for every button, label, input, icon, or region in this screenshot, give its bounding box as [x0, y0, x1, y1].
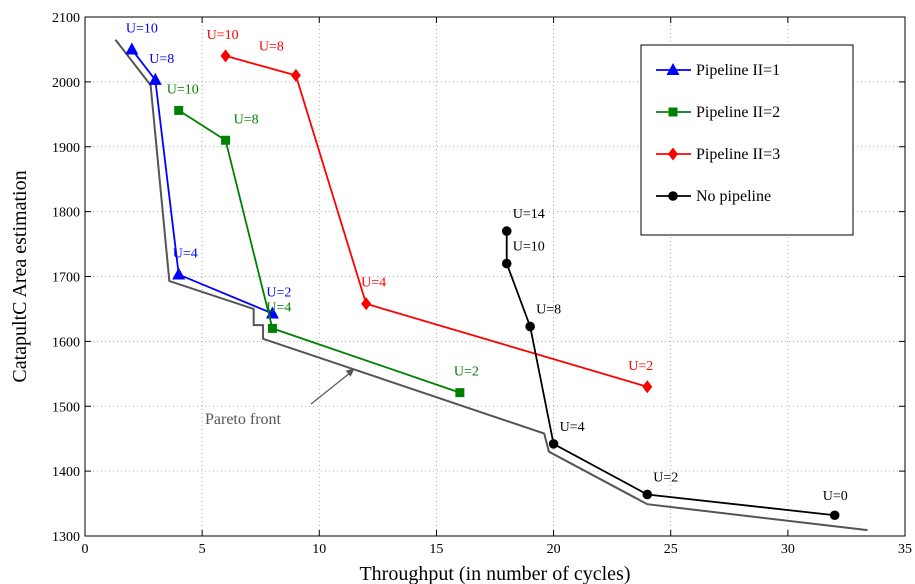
- legend-marker: [666, 63, 680, 75]
- pareto-front: [114, 39, 868, 532]
- legend-label: Pipeline II=2: [696, 104, 780, 121]
- point-label: U=4: [266, 300, 291, 315]
- y-tick-label: 1700: [52, 271, 80, 286]
- data-point: [642, 380, 653, 394]
- series-group: U=10U=8U=4U=2U=10U=8U=4U=2U=10U=8U=4U=2U…: [125, 21, 848, 521]
- y-tick-label: 1900: [52, 141, 80, 156]
- point-label: U=4: [173, 247, 198, 262]
- series-pipeline-ii-3-line: [225, 55, 648, 388]
- data-point: [267, 323, 277, 333]
- y-tick-label: 1600: [52, 335, 80, 350]
- y-tick-label: 2000: [52, 76, 80, 91]
- y-axis-title: CatapultC Area estimation: [9, 170, 31, 382]
- y-tick-label: 1300: [52, 530, 80, 545]
- data-point: [548, 439, 559, 449]
- point-label: U=10: [207, 28, 239, 43]
- data-point: [642, 489, 653, 500]
- series-pipeline-ii-1-line: [131, 48, 273, 315]
- axis-ticks: 0 5 10 15 20 25 30 35 1300 1400 1500 1600 1700 1800 19…: [52, 11, 912, 557]
- legend-marker: [668, 191, 678, 201]
- pareto-front-line: [114, 39, 868, 532]
- point-label: U=4: [361, 276, 386, 291]
- series-no-pipeline: U=14 U=10 U=8 U=4 U=2 U=0: [501, 207, 848, 521]
- data-point: [455, 388, 465, 398]
- point-label: U=2: [454, 365, 479, 380]
- data-point: [172, 267, 186, 280]
- point-label: U=0: [823, 489, 848, 504]
- legend-label: No pipeline: [696, 188, 771, 205]
- point-label: U=4: [560, 420, 585, 435]
- point-label: U=10: [167, 82, 199, 97]
- point-label: U=8: [259, 39, 284, 54]
- point-label: U=2: [266, 285, 291, 300]
- plot-frame: [84, 16, 906, 537]
- point-label: U=8: [149, 52, 174, 67]
- data-point: [220, 49, 231, 63]
- x-axis-title: Throughput (in number of cycles): [359, 563, 630, 584]
- point-label: U=2: [628, 359, 653, 374]
- legend: Pipeline II=1 Pipeline II=2 Pipeline II=3 N…: [640, 44, 854, 236]
- series-pipeline-ii-2: U=10U=8U=4U=2: [167, 82, 479, 398]
- legend-marker: [668, 147, 678, 161]
- series-pipeline-ii-3: U=10U=8U=4U=2: [207, 28, 653, 394]
- point-label: U=14: [513, 207, 545, 222]
- legend-label: Pipeline II=3: [696, 146, 780, 163]
- pareto-front-label: Pareto front: [205, 411, 282, 428]
- x-tick-label: 0: [82, 542, 89, 557]
- x-tick-label: 30: [781, 542, 795, 557]
- pareto-arrowhead: [345, 368, 355, 377]
- legend-label: Pipeline II=1: [696, 62, 780, 79]
- point-label: U=8: [234, 112, 259, 127]
- data-point: [829, 510, 840, 521]
- x-tick-label: 20: [547, 542, 561, 557]
- data-point: [174, 105, 184, 115]
- y-tick-label: 1800: [52, 206, 80, 221]
- data-point: [290, 68, 301, 82]
- data-point: [221, 135, 231, 145]
- data-point: [361, 297, 372, 311]
- series-pipeline-ii-1: U=10U=8U=4U=2: [125, 21, 291, 319]
- y-tick-label: 1500: [52, 400, 80, 415]
- legend-marker: [668, 107, 678, 117]
- x-tick-label: 35: [898, 542, 912, 557]
- data-point: [525, 321, 535, 332]
- series-no-pipeline-line: [505, 231, 835, 517]
- point-label: U=8: [536, 302, 561, 317]
- y-tick-label: 2100: [52, 11, 80, 26]
- x-tick-label: 15: [429, 542, 443, 557]
- data-point: [501, 258, 512, 269]
- data-point: [148, 72, 162, 85]
- y-tick-label: 1400: [52, 465, 80, 480]
- point-label: U=10: [513, 240, 545, 255]
- x-tick-label: 10: [312, 542, 326, 557]
- legend-box: [640, 44, 854, 236]
- data-point: [125, 42, 139, 55]
- data-point: [501, 226, 512, 236]
- point-label: U=10: [126, 21, 158, 36]
- pareto-arrow: [310, 372, 351, 405]
- point-label: U=2: [653, 470, 678, 485]
- x-tick-label: 5: [199, 542, 206, 557]
- series-pipeline-ii-2-line: [178, 109, 461, 394]
- grid: [85, 17, 905, 536]
- x-tick-label: 25: [664, 542, 678, 557]
